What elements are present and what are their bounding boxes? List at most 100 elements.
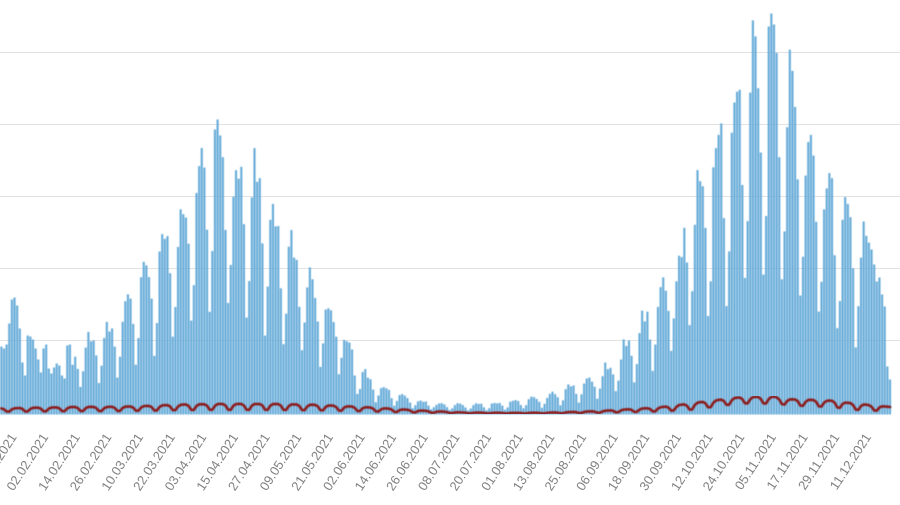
case-bar [285,313,288,415]
case-bar [366,377,369,415]
case-bar [580,394,583,415]
case-bar [823,209,826,415]
case-bar [791,70,794,415]
case-bar [543,403,546,415]
case-bar [765,216,768,415]
case-bar [530,396,533,415]
case-bar [730,132,733,415]
case-bar [295,259,298,415]
case-bar [213,129,216,415]
case-bar [293,257,296,415]
case-bar [205,229,209,415]
case-bar [762,274,765,415]
case-bar [627,340,631,415]
case-bar [622,339,625,415]
case-bar [126,294,129,415]
case-bar [496,403,499,415]
case-bar [53,367,56,415]
case-bar [279,288,282,415]
case-bar [66,345,69,415]
case-bar [319,366,322,415]
case-bar [828,173,831,415]
case-bar [358,389,362,415]
case-bar [308,267,311,415]
case-bar [31,339,35,415]
case-bar [685,262,689,415]
case-bar [443,404,446,415]
case-bar [211,251,214,415]
case-bar [198,166,201,415]
case-bar [749,92,752,415]
case-bar [121,321,124,415]
case-bar [348,342,351,415]
case-bar [509,401,512,415]
case-bar [161,234,164,415]
case-bar [857,306,860,415]
case-bar [873,264,876,415]
case-bar [672,318,675,415]
case-bar [670,350,673,415]
case-bar [403,395,406,415]
case-bar [427,405,430,415]
case-bar [95,355,98,415]
case-bar [432,407,435,415]
case-bar [374,402,377,415]
case-bar [282,344,285,415]
case-bar [817,311,820,415]
case-bar [612,374,615,415]
case-bar [387,389,391,415]
case-bar [71,364,74,415]
case-bar [21,362,24,415]
case-bar [559,405,562,415]
case-bar [788,49,791,415]
case-bar [116,377,119,415]
case-bar [453,405,456,415]
case-bar [438,403,441,415]
case-bar [351,349,354,415]
case-bar [2,348,6,415]
case-bar [451,408,454,415]
case-bar [696,170,699,415]
case-bar [356,393,359,415]
case-bar [498,403,501,415]
case-bar [24,375,27,415]
case-bar [329,310,333,415]
case-bar [757,88,760,415]
case-bar [103,337,106,415]
case-bar [564,389,567,415]
case-bar [343,339,346,415]
case-bar [182,214,185,415]
case-bar [804,175,807,415]
case-bar [158,251,161,415]
case-bar [10,299,13,415]
case-bar [84,347,87,415]
case-bar [58,365,61,415]
case-bar [728,251,731,415]
case-bar [113,346,116,415]
case-bar [298,306,301,415]
case-bar [232,196,235,415]
case-bar [878,277,881,415]
case-bar [221,157,224,415]
case-bar [654,344,657,415]
case-bar [870,249,873,415]
case-bar [372,389,375,415]
case-bar [820,281,823,415]
case-bar [380,388,383,415]
case-bar [699,181,702,415]
case-bar [377,395,380,415]
case-bar [124,301,127,415]
case-bar [551,391,554,415]
case-bar [807,142,810,415]
case-bar [47,368,50,415]
case-bar [39,372,42,415]
case-bar [643,321,646,415]
case-bar [87,331,90,415]
case-bar [219,135,222,415]
deaths-line-path [0,395,892,415]
case-bar [493,403,496,415]
case-bar [691,291,694,415]
case-bar [714,148,718,415]
case-bar [401,394,404,415]
case-bar [680,257,683,415]
